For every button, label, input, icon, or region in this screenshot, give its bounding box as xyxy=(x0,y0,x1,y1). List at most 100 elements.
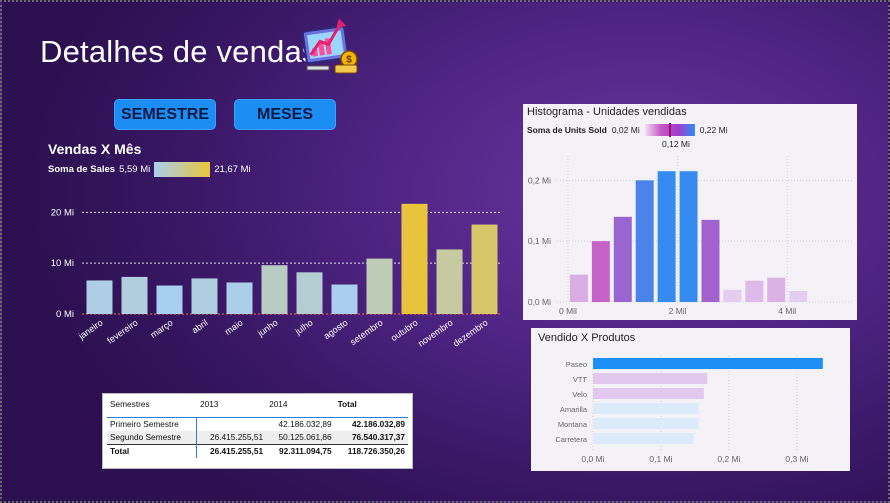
prod-x-tick: 0,2 Mi xyxy=(717,454,740,464)
sales-y-tick: 10 Mi xyxy=(51,258,74,269)
hist-bar xyxy=(569,274,588,302)
hist-bar xyxy=(767,277,786,302)
table-header-total: Total xyxy=(334,397,408,418)
row-2014: 42.186.032,89 xyxy=(278,419,332,429)
semester-button[interactable]: SEMESTRE xyxy=(114,99,216,130)
table-row: Primeiro Semestre 42.186.032,89 42.186.0… xyxy=(107,417,408,431)
sales-bar xyxy=(331,284,358,314)
sales-bar xyxy=(191,278,218,314)
prod-y-label: Carretera xyxy=(555,435,588,444)
histogram-legend-marker xyxy=(668,123,671,137)
table-row: Segundo Semestre 26.415.255,51 50.125.06… xyxy=(107,430,408,444)
row-2013: 26.415.255,51 xyxy=(196,430,267,444)
table-header-2013: 2013 xyxy=(196,397,267,418)
sales-bar-chart: 0 Mi 10 Mi 20 Mi janeiro fevereiro março abril… xyxy=(51,203,502,349)
prod-y-label: Amarilla xyxy=(560,405,588,414)
hist-bar xyxy=(613,216,632,302)
row-label: Primeiro Semestre xyxy=(110,419,179,429)
prod-x-tick: 0,3 Mi xyxy=(785,454,808,464)
histogram-legend-gradient xyxy=(644,123,695,137)
semester-table: Semestres 2013 2014 Total Primeiro Semes… xyxy=(102,393,413,469)
sales-bar xyxy=(366,258,393,314)
row-label: Segundo Semestre xyxy=(107,430,197,444)
sales-bar xyxy=(401,203,428,314)
hist-y-tick: 0,2 Mi xyxy=(528,175,551,185)
sales-x-label: março xyxy=(148,317,174,340)
sales-legend-min: 5,59 Mi xyxy=(119,164,151,175)
hist-y-tick: 0,0 Mi xyxy=(528,297,551,307)
histogram-card: Histograma - Unidades vendidas Soma de U… xyxy=(523,104,857,320)
analytics-chart-icon: $ xyxy=(299,18,363,78)
svg-text:$: $ xyxy=(346,55,352,66)
sales-x-label: janeiro xyxy=(76,317,105,341)
sales-y-tick: 0 Mi xyxy=(56,309,74,320)
sales-y-tick: 20 Mi xyxy=(51,207,74,218)
prod-y-label: VTT xyxy=(573,375,588,384)
sales-bar xyxy=(261,265,288,314)
sales-bar xyxy=(86,280,113,314)
histogram-legend-mid: 0,12 Mi xyxy=(662,139,690,149)
table-header-semesters: Semestres xyxy=(107,397,197,418)
sales-bar xyxy=(121,276,148,314)
hist-bar xyxy=(723,289,742,302)
prod-x-tick: 0,0 Mi xyxy=(581,454,604,464)
sales-legend-label: Soma de Sales xyxy=(48,164,116,175)
hist-bar xyxy=(591,241,610,302)
products-title: Vendido X Produtos xyxy=(538,332,636,344)
sales-bar xyxy=(436,249,463,314)
sales-x-label: outubro xyxy=(389,317,420,343)
total-2014: 92.311.094,75 xyxy=(266,443,335,458)
hist-x-tick: 4 Mil xyxy=(778,306,796,316)
prod-x-tick: 0,1 Mi xyxy=(649,454,672,464)
sales-x-label: maio xyxy=(223,317,245,336)
histogram-legend-max: 0,22 Mi xyxy=(699,125,728,135)
sales-x-label: agosto xyxy=(322,317,350,341)
sales-bar xyxy=(471,224,498,314)
page-title: Detalhes de vendas xyxy=(40,34,318,69)
hist-bar xyxy=(745,280,764,302)
prod-bar xyxy=(593,388,704,399)
sales-x-label: junho xyxy=(255,317,280,338)
histogram-chart: 0,0 Mi 0,1 Mi 0,2 Mi 0 Mil 2 Mil 4 Mil xyxy=(528,156,853,316)
hist-x-tick: 2 Mil xyxy=(669,306,687,316)
hist-y-tick: 0,1 Mi xyxy=(528,236,551,246)
sales-x-label: dezembro xyxy=(451,317,490,348)
sales-x-label: julho xyxy=(293,317,315,337)
hist-bar xyxy=(657,171,676,302)
hist-bar xyxy=(679,171,698,302)
sales-legend-max: 21,67 Mi xyxy=(214,164,251,175)
prod-y-label: Montana xyxy=(558,420,588,429)
hist-x-tick: 0 Mil xyxy=(559,306,577,316)
sales-legend-gradient xyxy=(154,162,211,177)
sales-x-label: novembro xyxy=(416,317,455,348)
hist-bar xyxy=(789,291,808,302)
prod-bar xyxy=(593,418,699,429)
prod-y-label: Velo xyxy=(572,390,587,399)
hist-bar xyxy=(701,219,720,302)
prod-bar xyxy=(593,358,823,369)
prod-bar xyxy=(593,403,699,414)
prod-bar xyxy=(593,373,708,384)
sales-bar xyxy=(156,285,183,314)
total-label: Total xyxy=(107,443,197,458)
histogram-legend-min: 0,02 Mi xyxy=(611,125,640,135)
sales-x-label: setembro xyxy=(348,317,384,347)
grand-total: 118.726.350,26 xyxy=(334,443,408,458)
sales-x-label: fevereiro xyxy=(105,317,139,345)
sales-bar xyxy=(226,282,253,314)
months-button[interactable]: MESES xyxy=(234,99,336,130)
histogram-legend: Soma de Units Sold 0,02 Mi 0,22 Mi xyxy=(527,123,728,137)
row-total: 42.186.032,89 xyxy=(351,419,405,429)
sales-bar xyxy=(296,272,323,314)
sales-legend: Soma de Sales 5,59 Mi 21,67 Mi xyxy=(48,162,251,177)
histogram-title: Histograma - Unidades vendidas xyxy=(527,106,687,118)
prod-y-label: Paseo xyxy=(566,360,587,369)
total-2013: 26.415.255,51 xyxy=(196,443,267,458)
row-2013 xyxy=(196,417,267,431)
products-bar-chart: 0,0 Mi 0,1 Mi 0,2 Mi 0,3 Mi Paseo VTT Velo Amar… xyxy=(555,356,823,464)
row-2014: 50.125.061,86 xyxy=(266,430,335,444)
products-card: Vendido X Produtos 0,0 Mi 0,1 Mi 0,2 Mi 0,3… xyxy=(531,328,850,471)
histogram-legend-label: Soma de Units Sold xyxy=(527,125,607,135)
table-header-2014: 2014 xyxy=(266,397,335,418)
